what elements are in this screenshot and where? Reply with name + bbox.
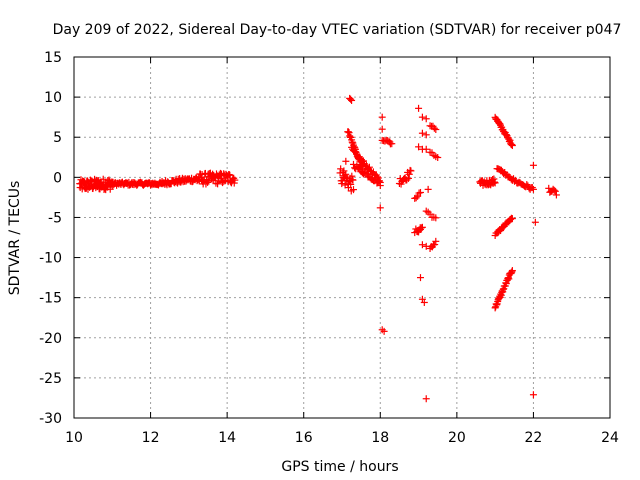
chart-title: Day 209 of 2022, Sidereal Day-to-day VTE… <box>53 22 622 38</box>
data-point <box>214 180 222 188</box>
data-point <box>420 298 428 306</box>
data-point <box>415 104 423 112</box>
data-point <box>380 327 388 335</box>
y-tick-label: -30 <box>39 411 62 427</box>
data-point <box>416 274 424 282</box>
data-point <box>404 174 412 182</box>
data-point <box>347 180 355 188</box>
y-tick-label: -25 <box>39 371 62 387</box>
x-tick-label: 24 <box>601 430 619 446</box>
x-tick-label: 10 <box>65 430 83 446</box>
data-point <box>529 391 537 399</box>
data-point <box>403 176 411 184</box>
data-point <box>529 161 537 169</box>
data-point <box>375 177 383 185</box>
data-point <box>412 194 420 202</box>
y-tick-label: 15 <box>44 50 62 66</box>
x-tick-label: 18 <box>371 430 389 446</box>
data-point <box>422 131 430 139</box>
data-point <box>226 171 234 179</box>
data-point <box>430 124 438 132</box>
data-point <box>344 128 352 136</box>
data-point <box>342 157 350 165</box>
data-point <box>405 170 413 178</box>
y-tick-label: -5 <box>48 210 62 226</box>
data-point <box>552 191 560 199</box>
data-point <box>434 154 442 162</box>
x-tick-label: 16 <box>295 430 313 446</box>
data-point <box>365 163 373 171</box>
x-tick-label: 14 <box>218 430 236 446</box>
data-point <box>490 175 498 183</box>
y-tick-label: 5 <box>53 130 62 146</box>
data-point <box>491 178 499 186</box>
data-point <box>231 176 239 184</box>
data-point <box>550 186 558 194</box>
data-point <box>348 96 356 104</box>
y-axis-label: SDTVAR / TECUs <box>7 181 23 296</box>
data-point <box>378 113 386 121</box>
data-point <box>407 167 415 175</box>
data-point <box>349 186 357 194</box>
data-point <box>386 138 394 146</box>
data-point <box>508 215 516 223</box>
data-point <box>491 179 499 187</box>
data-point <box>418 129 426 137</box>
data-point <box>349 176 357 184</box>
data-point <box>418 241 426 249</box>
data-point <box>551 187 559 195</box>
tick-labels: 10 12 14 16 18 20 22 24 15 10 5 0 -5 -10 -15 -20 -25 -30 <box>39 50 619 446</box>
data-point <box>422 115 430 123</box>
data-point <box>378 125 386 133</box>
y-tick-label: 0 <box>53 170 62 186</box>
y-tick-label: -20 <box>39 331 62 347</box>
data-point <box>508 142 516 150</box>
data-point <box>418 113 426 121</box>
data-point <box>424 185 432 193</box>
data-point <box>366 167 374 175</box>
data-point <box>432 214 440 222</box>
data-point <box>355 164 363 172</box>
y-tick-label: 10 <box>44 90 62 106</box>
data-point <box>204 178 212 186</box>
data-point <box>340 167 348 175</box>
x-tick-label: 12 <box>142 430 160 446</box>
data-point <box>346 132 354 140</box>
y-tick-label: -15 <box>39 291 62 307</box>
data-point <box>422 242 430 250</box>
x-axis-label: GPS time / hours <box>281 459 398 475</box>
data-point <box>416 188 424 196</box>
data-point <box>432 126 440 134</box>
data-point <box>376 182 384 190</box>
plot-frame <box>73 56 611 419</box>
data-point <box>508 267 516 275</box>
data-point <box>422 145 430 153</box>
data-points <box>76 94 560 403</box>
data-point <box>529 185 537 193</box>
data-point <box>422 395 430 403</box>
data-point <box>415 143 423 151</box>
x-tick-label: 22 <box>525 430 543 446</box>
data-point <box>431 241 439 249</box>
data-point <box>345 129 353 137</box>
data-point <box>376 204 384 212</box>
data-point <box>531 218 539 226</box>
data-point <box>347 95 355 103</box>
y-tick-label: -10 <box>39 251 62 267</box>
x-tick-label: 20 <box>448 430 466 446</box>
data-point <box>348 138 356 146</box>
data-point <box>416 225 424 233</box>
data-point <box>414 192 422 200</box>
data-point <box>432 237 440 245</box>
grid <box>74 57 610 418</box>
